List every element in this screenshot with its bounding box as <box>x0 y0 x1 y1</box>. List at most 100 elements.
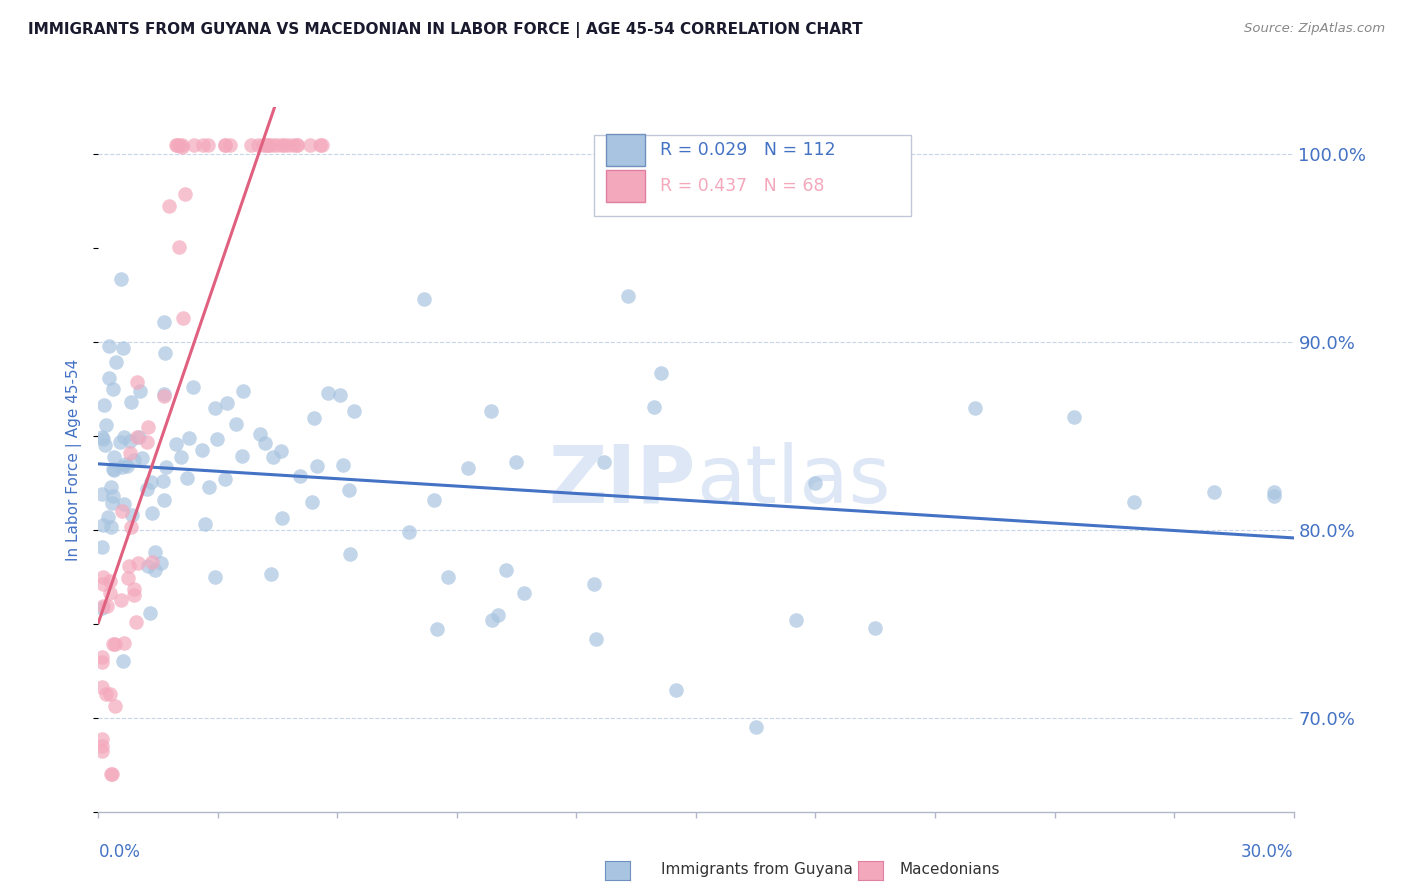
Point <box>143 564 166 578</box>
Point <box>231 450 253 464</box>
Point <box>112 654 135 668</box>
Text: Immigrants from Guyana: Immigrants from Guyana <box>661 863 852 877</box>
Point <box>101 637 124 651</box>
Text: Source: ZipAtlas.com: Source: ZipAtlas.com <box>1244 22 1385 36</box>
Text: R = 0.029   N = 112: R = 0.029 N = 112 <box>661 141 835 159</box>
Point <box>311 137 333 152</box>
Point <box>1202 485 1225 500</box>
Point <box>457 461 479 475</box>
Point <box>285 137 308 152</box>
Point <box>262 137 284 152</box>
Point <box>96 599 118 613</box>
Point <box>479 404 502 418</box>
Point <box>170 140 193 154</box>
Point <box>91 680 114 694</box>
Point <box>281 137 304 152</box>
Text: atlas: atlas <box>696 442 890 519</box>
Point <box>337 483 360 497</box>
Point <box>232 384 254 398</box>
Point <box>91 486 114 500</box>
Point <box>152 474 174 488</box>
Text: 0.0%: 0.0% <box>98 843 141 861</box>
Point <box>181 379 204 393</box>
Point <box>204 401 226 415</box>
Point <box>114 497 136 511</box>
Point <box>122 582 145 597</box>
Point <box>114 457 136 471</box>
Point <box>218 137 240 152</box>
Point <box>91 744 114 758</box>
Point <box>299 137 322 152</box>
Point <box>214 137 236 152</box>
Point <box>122 452 145 467</box>
Point <box>118 558 141 573</box>
Point <box>285 137 308 152</box>
Point <box>301 495 323 509</box>
Point <box>262 450 284 464</box>
Point <box>94 687 117 701</box>
Point <box>785 613 807 627</box>
Point <box>103 463 125 477</box>
Point <box>329 388 352 402</box>
Point <box>131 450 153 465</box>
Point <box>136 559 159 574</box>
Point <box>165 437 187 451</box>
Point <box>100 586 122 600</box>
Point <box>125 430 148 444</box>
Point <box>155 346 177 360</box>
Point <box>437 569 460 583</box>
Point <box>139 475 162 489</box>
Point <box>91 576 114 591</box>
Point <box>98 574 121 588</box>
Point <box>169 240 191 254</box>
Point <box>205 433 228 447</box>
Y-axis label: In Labor Force | Age 45-54: In Labor Force | Age 45-54 <box>66 359 83 560</box>
Text: R = 0.437   N = 68: R = 0.437 N = 68 <box>661 177 830 194</box>
Point <box>97 509 120 524</box>
Point <box>103 450 125 465</box>
Point <box>593 454 616 468</box>
Point <box>194 517 217 532</box>
Point <box>104 355 127 369</box>
Point <box>120 434 142 449</box>
Point <box>104 699 127 714</box>
Text: Macedonians: Macedonians <box>900 863 1000 877</box>
Point <box>101 489 124 503</box>
Point <box>91 601 114 615</box>
Point <box>197 137 219 152</box>
Point <box>167 137 190 152</box>
Point <box>804 475 827 490</box>
Point <box>616 289 638 303</box>
Point <box>249 426 271 441</box>
Point <box>170 137 193 152</box>
Point <box>153 493 176 508</box>
Point <box>863 621 887 635</box>
Point <box>136 482 159 496</box>
Point <box>963 401 986 415</box>
Point <box>120 446 142 460</box>
Point <box>122 588 145 602</box>
Point <box>129 384 152 399</box>
Bar <box>606 135 644 166</box>
Point <box>254 137 277 152</box>
Point <box>270 137 292 152</box>
Point <box>204 570 226 584</box>
Point <box>112 636 135 650</box>
Point <box>1263 489 1285 503</box>
Point <box>93 398 115 412</box>
Point <box>339 547 361 561</box>
Point <box>172 310 194 325</box>
Point <box>101 767 124 781</box>
Point <box>270 444 292 458</box>
Point <box>91 430 114 444</box>
Point <box>91 517 114 532</box>
Point <box>91 655 114 669</box>
Point <box>190 442 212 457</box>
Point <box>94 418 117 433</box>
Point <box>214 471 236 485</box>
Point <box>111 504 134 518</box>
Point <box>304 411 326 425</box>
Point <box>582 577 605 591</box>
Point <box>307 459 329 474</box>
Point <box>224 417 246 432</box>
